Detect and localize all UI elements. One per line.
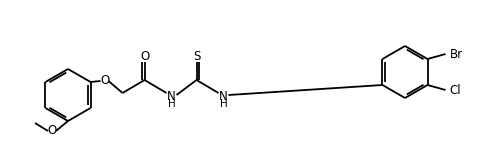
Text: H: H (168, 99, 175, 109)
Text: O: O (48, 125, 57, 138)
Text: O: O (100, 75, 109, 87)
Text: H: H (219, 99, 227, 109)
Text: N: N (167, 90, 176, 103)
Text: N: N (219, 90, 228, 103)
Text: O: O (140, 49, 149, 62)
Text: S: S (193, 49, 200, 62)
Text: Cl: Cl (450, 84, 461, 97)
Text: Br: Br (450, 48, 463, 60)
